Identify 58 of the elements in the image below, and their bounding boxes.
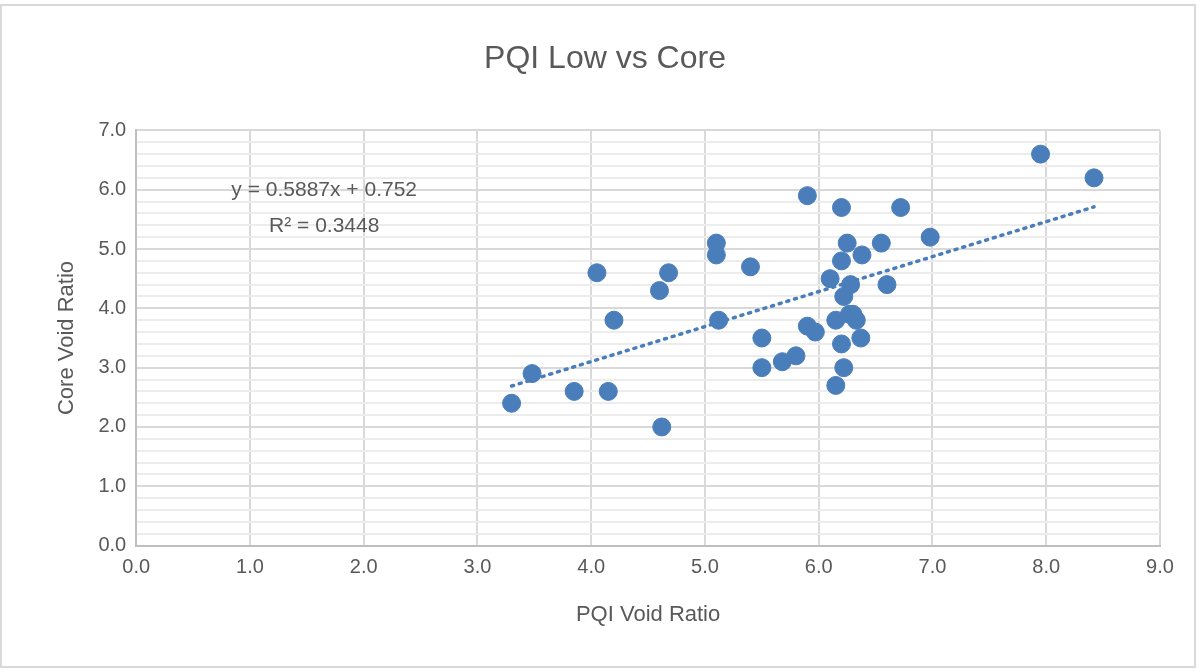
x-tick-label: 4.0	[577, 555, 606, 578]
y-tick-label: 1.0	[98, 473, 127, 496]
point	[522, 364, 542, 384]
point	[502, 393, 522, 413]
point	[604, 310, 624, 330]
point	[834, 286, 854, 306]
point	[920, 227, 940, 247]
x-tick-label: 0.0	[122, 555, 151, 578]
point	[1031, 144, 1051, 164]
y-tick-label: 6.0	[98, 177, 127, 200]
x-tick-label: 9.0	[1146, 555, 1174, 578]
point	[1084, 168, 1104, 188]
x-tick-label: 5.0	[691, 555, 719, 578]
x-tick-label: 6.0	[804, 555, 833, 578]
y-axis-title: Core Void Ratio	[53, 260, 79, 416]
x-tick-label: 3.0	[463, 555, 492, 578]
y-tick-label: 5.0	[98, 236, 127, 259]
point	[659, 263, 679, 283]
point	[740, 257, 760, 277]
point	[871, 233, 891, 253]
point	[877, 275, 897, 295]
x-axis-title: PQI Void Ratio	[575, 600, 721, 626]
point	[834, 358, 854, 378]
x-tick-label: 2.0	[349, 555, 378, 578]
point	[797, 186, 817, 206]
point	[831, 334, 851, 354]
point	[820, 269, 840, 289]
x-tick-label: 1.0	[236, 555, 264, 578]
y-tick-label: 2.0	[98, 414, 127, 437]
y-tick-label: 7.0	[98, 117, 127, 140]
point	[752, 328, 772, 348]
point	[587, 263, 607, 283]
chart-title: PQI Low vs Core	[484, 39, 726, 76]
point	[752, 358, 772, 378]
point	[786, 346, 806, 366]
point	[891, 198, 911, 218]
point	[826, 375, 846, 395]
x-tick-label: 7.0	[918, 555, 947, 578]
point	[846, 310, 866, 330]
y-tick-label: 0.0	[98, 533, 127, 556]
point	[826, 310, 846, 330]
annotation: R² = 0.3448	[269, 213, 380, 237]
point	[598, 381, 618, 401]
point	[652, 417, 672, 437]
point	[805, 322, 825, 342]
point	[851, 328, 871, 348]
point	[831, 198, 851, 218]
point	[649, 281, 669, 301]
x-tick-label: 8.0	[1032, 555, 1061, 578]
y-tick-label: 4.0	[98, 295, 127, 318]
point	[709, 310, 729, 330]
point	[837, 233, 857, 253]
point	[564, 381, 584, 401]
point	[831, 251, 851, 271]
point	[772, 352, 792, 372]
point	[852, 245, 872, 265]
y-tick-label: 3.0	[98, 355, 127, 378]
annotation: y = 0.5887x + 0.752	[231, 177, 418, 201]
